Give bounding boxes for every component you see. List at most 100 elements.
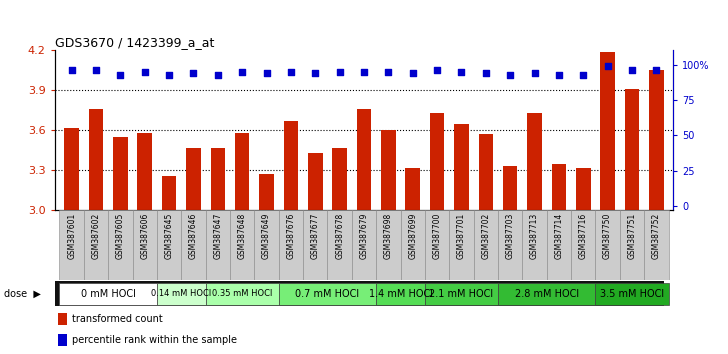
Point	[285, 69, 297, 75]
Bar	[332, 148, 347, 211]
Bar	[60, 283, 157, 305]
Text: GSM387700: GSM387700	[432, 212, 442, 259]
Bar	[308, 153, 323, 211]
Bar	[620, 211, 644, 280]
Bar	[162, 176, 176, 211]
Text: GSM387647: GSM387647	[213, 212, 222, 259]
Bar	[425, 283, 498, 305]
Text: GSM387713: GSM387713	[530, 212, 539, 259]
Text: GSM387676: GSM387676	[286, 212, 296, 259]
Bar	[449, 211, 474, 280]
Bar	[259, 175, 274, 211]
Text: GSM387750: GSM387750	[603, 212, 612, 259]
Bar	[279, 211, 303, 280]
Bar	[405, 168, 420, 211]
Bar	[181, 211, 205, 280]
Bar	[474, 211, 498, 280]
Bar	[186, 148, 201, 211]
Bar	[357, 109, 371, 211]
Bar	[58, 313, 66, 325]
Bar	[328, 211, 352, 280]
Bar	[108, 211, 132, 280]
Bar	[498, 211, 523, 280]
Bar	[381, 131, 396, 211]
Point	[480, 70, 491, 76]
Bar	[601, 52, 615, 211]
Bar	[60, 211, 84, 280]
Point	[114, 72, 126, 78]
Text: GSM387698: GSM387698	[384, 212, 393, 259]
Text: 3.5 mM HOCl: 3.5 mM HOCl	[600, 289, 664, 299]
Bar	[649, 70, 664, 211]
Text: GDS3670 / 1423399_a_at: GDS3670 / 1423399_a_at	[55, 36, 214, 49]
Bar	[644, 211, 668, 280]
Bar	[210, 148, 225, 211]
Text: 2.1 mM HOCl: 2.1 mM HOCl	[430, 289, 494, 299]
Text: 1.4 mM HOCl: 1.4 mM HOCl	[368, 289, 432, 299]
Text: GSM387679: GSM387679	[360, 212, 368, 259]
Bar	[205, 211, 230, 280]
Point	[90, 68, 102, 73]
Text: GSM387645: GSM387645	[165, 212, 173, 259]
Bar	[157, 283, 205, 305]
Text: GSM387701: GSM387701	[457, 212, 466, 259]
Bar	[230, 211, 254, 280]
Bar	[425, 211, 449, 280]
Text: dose  ▶: dose ▶	[4, 289, 41, 299]
Text: 0.35 mM HOCl: 0.35 mM HOCl	[212, 290, 272, 298]
Point	[529, 70, 540, 76]
Point	[382, 69, 394, 75]
Bar	[89, 109, 103, 211]
Bar	[279, 283, 376, 305]
Point	[261, 70, 272, 76]
Point	[237, 69, 248, 75]
Text: percentile rank within the sample: percentile rank within the sample	[71, 335, 237, 345]
Text: GSM387606: GSM387606	[141, 212, 149, 259]
Bar	[527, 113, 542, 211]
Point	[456, 69, 467, 75]
Text: 2.8 mM HOCl: 2.8 mM HOCl	[515, 289, 579, 299]
Bar	[113, 137, 127, 211]
Text: 0 mM HOCl: 0 mM HOCl	[81, 289, 135, 299]
Bar	[478, 135, 493, 211]
Text: GSM387702: GSM387702	[481, 212, 491, 259]
Point	[626, 68, 638, 73]
Bar	[205, 283, 279, 305]
Bar	[430, 113, 444, 211]
Point	[602, 63, 614, 69]
Bar	[58, 334, 66, 346]
Point	[407, 70, 419, 76]
Bar	[132, 211, 157, 280]
Bar	[625, 89, 639, 211]
Bar	[138, 133, 152, 211]
Point	[431, 68, 443, 73]
Text: GSM387646: GSM387646	[189, 212, 198, 259]
Point	[212, 72, 223, 78]
Bar	[498, 283, 596, 305]
Point	[553, 72, 565, 78]
Text: GSM387751: GSM387751	[628, 212, 636, 259]
Text: GSM387703: GSM387703	[506, 212, 515, 259]
Bar	[547, 211, 571, 280]
Bar	[64, 128, 79, 211]
Text: transformed count: transformed count	[71, 314, 162, 324]
Text: GSM387678: GSM387678	[335, 212, 344, 259]
Text: GSM387601: GSM387601	[67, 212, 76, 259]
Text: GSM387714: GSM387714	[555, 212, 563, 259]
Bar	[284, 121, 298, 211]
Text: GSM387677: GSM387677	[311, 212, 320, 259]
Point	[163, 72, 175, 78]
Bar	[84, 211, 108, 280]
Bar	[376, 211, 400, 280]
Bar	[523, 211, 547, 280]
Text: 0.7 mM HOCl: 0.7 mM HOCl	[296, 289, 360, 299]
Point	[505, 72, 516, 78]
Bar	[235, 133, 250, 211]
Point	[334, 69, 346, 75]
Text: GSM387716: GSM387716	[579, 212, 587, 259]
Bar	[596, 211, 620, 280]
Bar	[400, 211, 425, 280]
Bar	[571, 211, 596, 280]
Text: GSM387699: GSM387699	[408, 212, 417, 259]
Point	[139, 69, 151, 75]
